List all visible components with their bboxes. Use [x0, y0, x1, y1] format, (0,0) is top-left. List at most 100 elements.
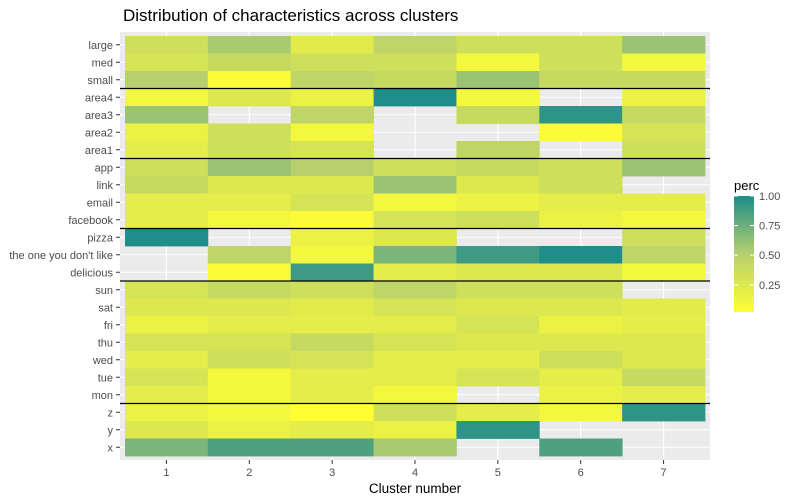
heatmap-cell	[125, 176, 209, 194]
heatmap-cell	[539, 403, 623, 422]
heatmap-cell	[373, 351, 457, 369]
heatmap-cell	[290, 368, 374, 387]
heatmap-cell	[373, 298, 457, 317]
heatmap-cell	[456, 106, 540, 124]
heatmap-cell	[456, 211, 540, 229]
heatmap-cell	[125, 193, 209, 212]
y-tick-label: wed	[92, 355, 113, 367]
heatmap-cell	[125, 351, 209, 369]
group-separators	[120, 87, 710, 405]
heatmap-cell	[373, 263, 457, 282]
heatmap-cell	[207, 71, 292, 89]
heatmap-cell	[539, 368, 623, 387]
y-tick-label: area1	[85, 145, 113, 157]
heatmap-cell	[373, 281, 457, 299]
heatmap-cell	[125, 71, 209, 89]
heatmap-cell	[125, 123, 209, 142]
chart-title: Distribution of characteristics across c…	[123, 6, 458, 25]
heatmap-cell	[622, 71, 706, 89]
heatmap-cell	[290, 263, 374, 282]
heatmap-cell	[290, 403, 374, 422]
x-axis: 1 2 3 4 5 6 7	[163, 460, 667, 479]
heatmap-cell	[290, 176, 374, 194]
heatmap-cell	[290, 421, 374, 439]
heatmap-cell	[539, 438, 623, 457]
heatmap-cell	[456, 53, 540, 72]
heatmap-cell	[622, 386, 706, 404]
heatmap-cell	[539, 316, 623, 334]
heatmap-cell	[456, 158, 540, 177]
heatmap-cell	[539, 71, 623, 89]
heatmap-cell	[207, 36, 292, 54]
heatmap-cell	[456, 351, 540, 369]
heatmap-cells	[125, 36, 706, 457]
heatmap-cell	[207, 176, 292, 194]
heatmap-cell	[290, 316, 374, 334]
heatmap-cell	[290, 211, 374, 229]
heatmap-cell	[456, 141, 540, 159]
legend-title: perc	[734, 178, 760, 193]
x-tick-label: 3	[329, 467, 335, 479]
y-tick-label: med	[92, 57, 113, 69]
heatmap-cell	[125, 158, 209, 177]
heatmap-cell	[622, 53, 706, 72]
heatmap-cell	[622, 158, 706, 177]
heatmap-cell	[125, 53, 209, 72]
heatmap-cell	[290, 158, 374, 177]
heatmap-cell	[539, 263, 623, 282]
heatmap-cell	[373, 333, 457, 352]
heatmap-cell	[622, 193, 706, 212]
heatmap-cell	[373, 158, 457, 177]
y-tick-label: sat	[98, 302, 113, 314]
heatmap-cell	[622, 298, 706, 317]
heatmap-cell	[373, 176, 457, 194]
heatmap-cell	[207, 316, 292, 334]
heatmap-cell	[539, 193, 623, 212]
legend-tick-label: 0.50	[759, 250, 780, 262]
heatmap-cell	[456, 333, 540, 352]
heatmap-cell	[622, 88, 706, 107]
heatmap-cell	[539, 298, 623, 317]
heatmap-cell	[456, 36, 540, 54]
heatmap-cell	[539, 351, 623, 369]
heatmap-cell	[207, 368, 292, 387]
heatmap-cell	[207, 438, 292, 457]
heatmap-cell	[207, 386, 292, 404]
heatmap-cell	[125, 141, 209, 159]
heatmap-cell	[207, 193, 292, 212]
y-tick-label: area3	[85, 110, 113, 122]
heatmap-cell	[373, 403, 457, 422]
heatmap-cell	[290, 351, 374, 369]
x-tick-label: 6	[578, 467, 584, 479]
heatmap-cell	[622, 106, 706, 124]
heatmap-cell	[207, 141, 292, 159]
heatmap-cell	[207, 246, 292, 264]
heatmap-cell	[456, 403, 540, 422]
heatmap-cell	[539, 53, 623, 72]
heatmap-cell	[125, 438, 209, 457]
heatmap-cell	[456, 88, 540, 107]
y-tick-label: app	[95, 162, 113, 174]
heatmap-cell	[125, 421, 209, 439]
heatmap-cell	[290, 228, 374, 247]
y-tick-label: area4	[85, 92, 113, 104]
legend-colorbar	[734, 196, 754, 312]
heatmap-cell	[539, 333, 623, 352]
heatmap-cell	[125, 88, 209, 107]
heatmap-cell	[539, 246, 623, 264]
heatmap-cell	[622, 246, 706, 264]
heatmap-cell	[373, 36, 457, 54]
heatmap-cell	[207, 351, 292, 369]
x-axis-title: Cluster number	[369, 481, 462, 496]
heatmap-cell	[373, 438, 457, 457]
heatmap-cell	[373, 88, 457, 107]
y-tick-label: small	[87, 75, 113, 87]
heatmap-cell	[207, 281, 292, 299]
heatmap-cell	[290, 193, 374, 212]
heatmap-cell	[290, 438, 374, 457]
y-axis: large med small area4 area3 area2 area1 app link…	[9, 40, 120, 454]
heatmap-cell	[290, 141, 374, 159]
heatmap-cell	[456, 263, 540, 282]
heatmap-cell	[622, 211, 706, 229]
